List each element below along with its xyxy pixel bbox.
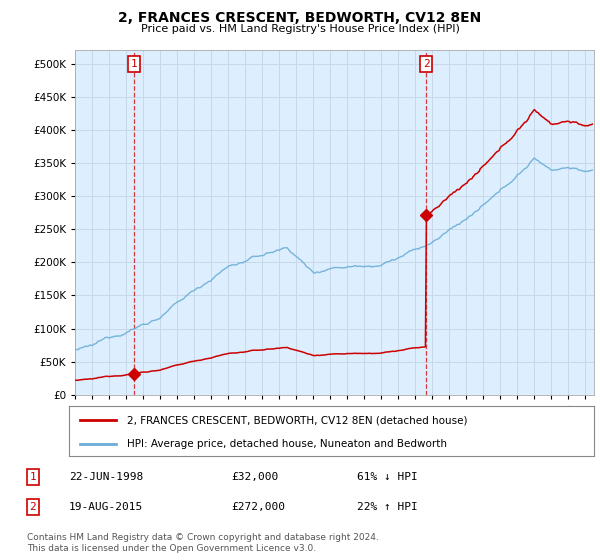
Text: 1: 1 [29,472,37,482]
Text: HPI: Average price, detached house, Nuneaton and Bedworth: HPI: Average price, detached house, Nune… [127,439,447,449]
Text: £272,000: £272,000 [231,502,285,512]
Text: 2, FRANCES CRESCENT, BEDWORTH, CV12 8EN: 2, FRANCES CRESCENT, BEDWORTH, CV12 8EN [118,11,482,25]
Text: 2, FRANCES CRESCENT, BEDWORTH, CV12 8EN (detached house): 2, FRANCES CRESCENT, BEDWORTH, CV12 8EN … [127,415,467,425]
Text: Price paid vs. HM Land Registry's House Price Index (HPI): Price paid vs. HM Land Registry's House … [140,24,460,34]
Text: 61% ↓ HPI: 61% ↓ HPI [357,472,418,482]
Text: 22-JUN-1998: 22-JUN-1998 [69,472,143,482]
Text: Contains HM Land Registry data © Crown copyright and database right 2024.
This d: Contains HM Land Registry data © Crown c… [27,533,379,553]
Text: 2: 2 [29,502,37,512]
Text: £32,000: £32,000 [231,472,278,482]
Text: 22% ↑ HPI: 22% ↑ HPI [357,502,418,512]
Text: 2: 2 [422,59,430,69]
Text: 19-AUG-2015: 19-AUG-2015 [69,502,143,512]
Text: 1: 1 [131,59,137,69]
